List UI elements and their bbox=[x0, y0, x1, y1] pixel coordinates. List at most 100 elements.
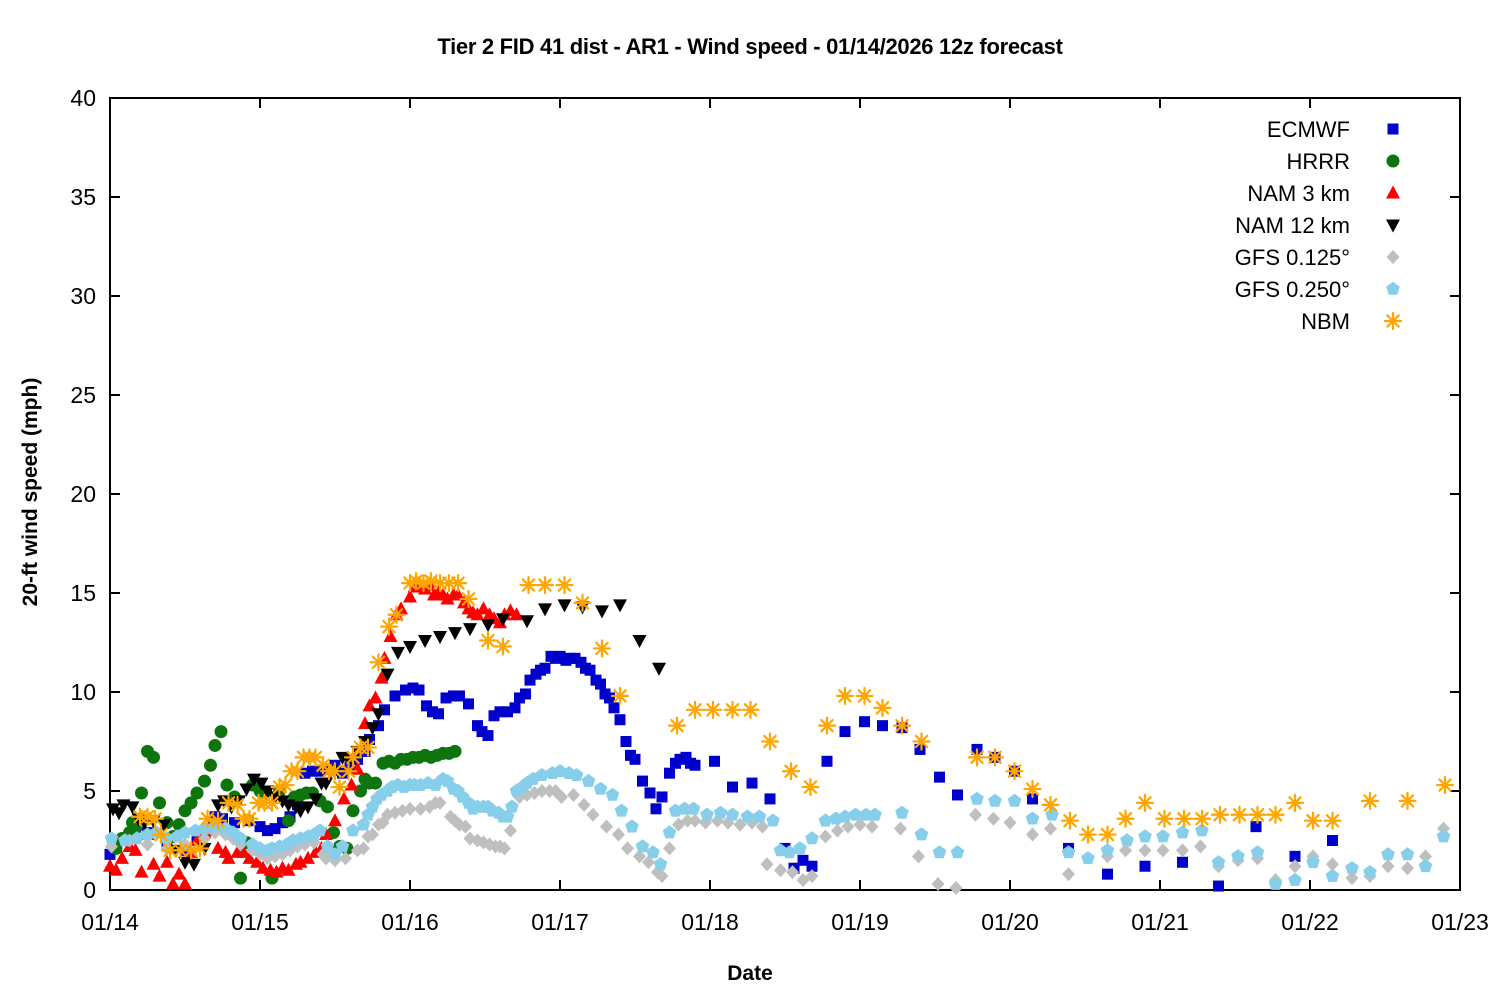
point-pentagon bbox=[1211, 855, 1226, 869]
point-triangle-up bbox=[178, 876, 192, 890]
point-diamond bbox=[987, 811, 1000, 826]
point-triangle-down bbox=[319, 777, 333, 791]
point-triangle-up bbox=[236, 844, 251, 858]
point-diamond bbox=[681, 813, 694, 828]
point-pentagon bbox=[1268, 876, 1283, 890]
y-tick-label: 35 bbox=[70, 184, 96, 210]
point-triangle-up bbox=[451, 587, 465, 601]
point-square bbox=[524, 674, 536, 686]
point-square bbox=[520, 688, 531, 700]
point-square bbox=[839, 726, 851, 738]
point-triangle-down bbox=[187, 858, 201, 872]
point-diamond bbox=[1401, 861, 1414, 876]
point-triangle-up bbox=[1386, 185, 1400, 199]
point-pentagon bbox=[1386, 281, 1400, 295]
point-pentagon bbox=[1363, 865, 1377, 878]
point-asterisk bbox=[478, 631, 498, 650]
point-diamond bbox=[1044, 821, 1057, 836]
point-triangle-down bbox=[125, 801, 140, 815]
x-tick-label: 01/17 bbox=[531, 909, 589, 935]
point-pentagon bbox=[700, 807, 714, 821]
point-asterisk bbox=[985, 748, 1005, 767]
point-pentagon bbox=[1381, 847, 1395, 861]
point-triangle-down bbox=[254, 777, 269, 791]
point-pentagon bbox=[1120, 833, 1134, 847]
point-triangle-down bbox=[157, 819, 171, 833]
point-square bbox=[269, 823, 281, 835]
point-pentagon bbox=[677, 801, 692, 815]
point-asterisk bbox=[493, 637, 513, 656]
point-triangle-up bbox=[134, 864, 149, 878]
point-asterisk bbox=[855, 686, 874, 706]
point-asterisk bbox=[1435, 775, 1455, 795]
point-asterisk bbox=[343, 748, 363, 767]
point-triangle-down bbox=[403, 640, 417, 654]
point-asterisk bbox=[1248, 805, 1267, 824]
point-asterisk bbox=[817, 716, 837, 735]
y-tick-label: 15 bbox=[70, 580, 96, 606]
point-asterisk bbox=[1230, 805, 1249, 824]
point-pentagon bbox=[1400, 847, 1415, 861]
point-square bbox=[482, 730, 494, 742]
point-circle bbox=[198, 774, 211, 788]
point-asterisk bbox=[379, 617, 399, 636]
point-asterisk bbox=[912, 732, 931, 751]
point-diamond bbox=[459, 819, 472, 834]
point-diamond bbox=[600, 819, 613, 834]
point-asterisk bbox=[145, 809, 165, 828]
point-triangle-up bbox=[281, 862, 296, 876]
point-pentagon bbox=[752, 809, 767, 823]
point-pentagon bbox=[320, 839, 335, 853]
point-asterisk bbox=[1210, 805, 1230, 824]
point-diamond bbox=[1003, 815, 1017, 830]
legend-label-hrrr: HRRR bbox=[1286, 149, 1350, 174]
point-asterisk bbox=[330, 777, 349, 797]
point-diamond bbox=[586, 807, 600, 822]
point-square bbox=[494, 706, 506, 718]
point-pentagon bbox=[1156, 829, 1170, 843]
point-asterisk bbox=[262, 793, 282, 812]
point-square bbox=[337, 767, 348, 779]
point-pentagon bbox=[818, 813, 833, 827]
point-triangle-down bbox=[557, 599, 572, 613]
point-asterisk bbox=[1192, 809, 1212, 828]
point-asterisk bbox=[1266, 805, 1285, 824]
point-asterisk bbox=[573, 593, 592, 612]
point-pentagon bbox=[1436, 829, 1451, 843]
point-diamond bbox=[621, 841, 634, 856]
point-asterisk bbox=[1005, 762, 1024, 781]
point-pentagon bbox=[988, 793, 1002, 807]
point-square bbox=[476, 726, 488, 738]
point-asterisk bbox=[667, 716, 687, 735]
point-asterisk bbox=[1023, 779, 1042, 799]
point-asterisk bbox=[685, 700, 705, 719]
point-asterisk bbox=[1041, 795, 1060, 814]
point-asterisk bbox=[171, 841, 190, 860]
point-diamond bbox=[535, 784, 549, 798]
point-square bbox=[727, 781, 738, 793]
point-triangle-up bbox=[250, 854, 264, 868]
point-triangle-down bbox=[301, 801, 315, 815]
point-triangle-up bbox=[166, 876, 180, 890]
point-pentagon bbox=[440, 773, 455, 787]
point-diamond bbox=[1326, 857, 1339, 872]
point-square bbox=[674, 753, 686, 765]
point-asterisk bbox=[414, 574, 433, 593]
point-triangle-down bbox=[260, 785, 275, 799]
point-square bbox=[1289, 850, 1301, 862]
point-diamond bbox=[841, 819, 855, 834]
point-asterisk bbox=[1098, 825, 1117, 844]
point-square bbox=[914, 743, 926, 755]
point-square bbox=[595, 678, 606, 690]
point-pentagon bbox=[356, 817, 371, 831]
point-square bbox=[569, 652, 581, 664]
point-diamond bbox=[663, 841, 676, 856]
point-asterisk bbox=[270, 777, 289, 797]
x-axis-title: Date bbox=[727, 962, 773, 985]
point-square bbox=[575, 656, 587, 668]
point-pentagon bbox=[1007, 793, 1022, 807]
point-square bbox=[448, 690, 459, 702]
point-pentagon bbox=[569, 768, 584, 781]
